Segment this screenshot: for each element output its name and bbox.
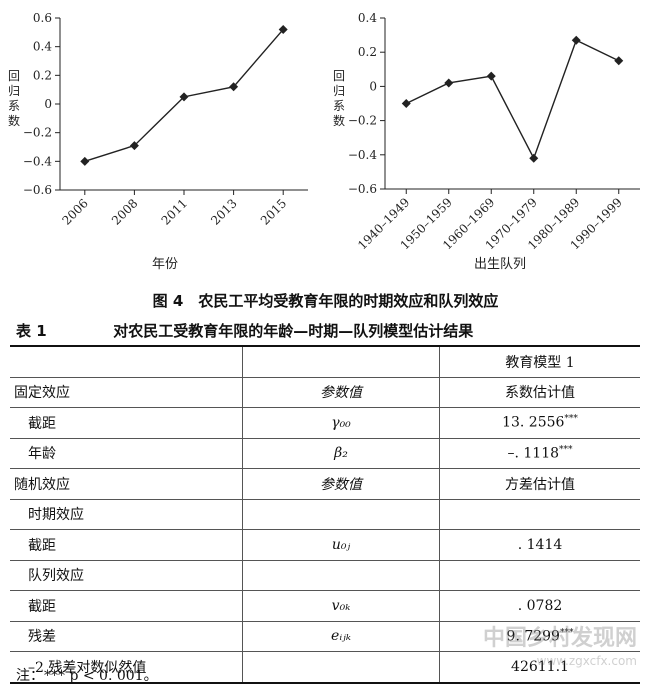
- y-tick-label: −0.6: [348, 182, 377, 196]
- y-axis-label: 回归系数: [8, 69, 20, 128]
- row-label: –2 残差对数似然值: [10, 651, 243, 684]
- data-point: [444, 78, 454, 88]
- estimate-value: . 1414: [517, 536, 563, 553]
- parameter-symbol: 参数值: [320, 476, 362, 493]
- significance-mark: ***: [559, 444, 573, 455]
- y-tick-label: −0.6: [23, 183, 52, 197]
- x-axis-label: 年份: [152, 257, 178, 272]
- table-row: 时期效应: [10, 499, 640, 530]
- estimate-value: 42611.1: [511, 658, 569, 675]
- estimate-value: 9. 7299: [506, 628, 560, 645]
- table-row: 截距 γ₀₀ 13. 2556***: [10, 407, 640, 439]
- row-label: 年龄: [10, 438, 243, 469]
- period-effect-chart: 0.6 0.4 0.2 0 −0.2 −0.4 −0.6 2006 2008 2011 2013 20…: [8, 11, 308, 272]
- y-tick-label: 0.2: [358, 45, 377, 59]
- x-tick-label: 2011: [159, 196, 190, 227]
- table-title: 对农民工受教育年限的年龄—时期—队列模型估计结果: [113, 322, 474, 340]
- y-tick-label: −0.2: [348, 114, 377, 128]
- data-point: [529, 153, 539, 163]
- parameter-symbol: eᵢⱼₖ: [331, 628, 351, 645]
- figure-caption: 图 4 农民工平均受教育年限的时期效应和队列效应: [152, 292, 499, 310]
- x-tick-label: 2008: [109, 196, 140, 227]
- table-note: 注：*** p < 0. 001。: [16, 668, 158, 684]
- y-tick-label: −0.2: [23, 126, 52, 140]
- y-tick-label: 0.4: [33, 40, 52, 54]
- cohort-effect-chart: 0.40.20−0.2−0.4−0.61940–19491950–1959196…: [333, 11, 640, 272]
- data-point: [486, 71, 496, 81]
- significance-mark: ***: [559, 627, 574, 638]
- parameter-symbol: β₂: [334, 445, 348, 462]
- data-point: [80, 156, 90, 166]
- estimate-value: 13. 2556: [502, 415, 565, 432]
- table-row: 年龄 β₂ –. 1118***: [10, 438, 640, 469]
- x-tick-label: 2006: [59, 196, 90, 227]
- watermark-line1: 中国乡村发现网: [482, 626, 637, 651]
- y-tick-label: 0.6: [33, 11, 52, 25]
- data-point: [229, 82, 239, 92]
- data-point: [401, 99, 411, 108]
- table-header-row: 教育模型 1: [10, 345, 640, 378]
- parameter-symbol: u₀ⱼ: [331, 536, 351, 553]
- y-axis-label: 回归系数: [333, 69, 345, 128]
- data-point: [571, 35, 581, 45]
- watermark-line2: www.zgxcfx.com: [536, 654, 637, 668]
- x-axis-label: 出生队列: [474, 257, 526, 272]
- y-tick-label: −0.4: [23, 154, 53, 168]
- table-row: 固定效应 参数值 系数估计值: [10, 377, 640, 408]
- estimate-value: –. 1118: [507, 445, 560, 462]
- table-row: 队列效应: [10, 560, 640, 591]
- estimate-value: . 0782: [517, 597, 563, 614]
- row-label: 截距: [10, 590, 243, 622]
- table-row: 随机效应 参数值 方差估计值: [10, 468, 640, 500]
- estimate-value: 系数估计值: [505, 385, 575, 402]
- table-row: 残差 eᵢⱼₖ 9. 7299***: [10, 621, 640, 652]
- x-tick-label: 2015: [258, 196, 289, 227]
- row-label: 固定效应: [10, 377, 243, 408]
- y-tick-label: 0: [44, 97, 52, 111]
- watermark: 中国乡村发现网 www.zgxcfx.com: [483, 628, 637, 672]
- table-row: –2 残差对数似然值 42611.1: [10, 651, 640, 684]
- y-tick-label: 0.4: [358, 11, 377, 25]
- model-header: 教育模型 1: [439, 345, 640, 378]
- data-point: [179, 92, 189, 102]
- parameter-symbol: 参数值: [320, 385, 362, 402]
- row-label: 队列效应: [10, 560, 243, 591]
- estimate-value: 方差估计值: [505, 476, 575, 493]
- row-label: 随机效应: [10, 468, 243, 500]
- results-table: 教育模型 1 固定效应 参数值 系数估计值 截距 γ₀₀ 13. 2556*** 年龄 β₂ –.…: [10, 345, 640, 684]
- row-label: 残差: [10, 621, 243, 652]
- table-row: 截距 u₀ⱼ . 1414: [10, 529, 640, 561]
- row-label: 截距: [10, 407, 243, 439]
- table-number: 表 1: [16, 322, 47, 340]
- row-label: 时期效应: [10, 499, 243, 530]
- table-caption: 表 1 对农民工受教育年限的年龄—时期—队列模型估计结果: [16, 320, 636, 341]
- y-tick-label: −0.4: [348, 148, 378, 162]
- y-tick-label: 0.2: [33, 68, 52, 82]
- parameter-symbol: v₀ₖ: [331, 597, 351, 614]
- parameter-symbol: γ₀₀: [331, 414, 351, 431]
- data-point: [129, 141, 139, 151]
- data-point: [614, 56, 624, 66]
- x-tick-label: 2013: [208, 196, 239, 227]
- series-line: [405, 39, 620, 160]
- table-row: 截距 v₀ₖ . 0782: [10, 590, 640, 622]
- row-label: 截距: [10, 529, 243, 561]
- data-point: [278, 24, 288, 34]
- significance-mark: ***: [564, 414, 578, 425]
- y-tick-label: 0: [369, 79, 377, 93]
